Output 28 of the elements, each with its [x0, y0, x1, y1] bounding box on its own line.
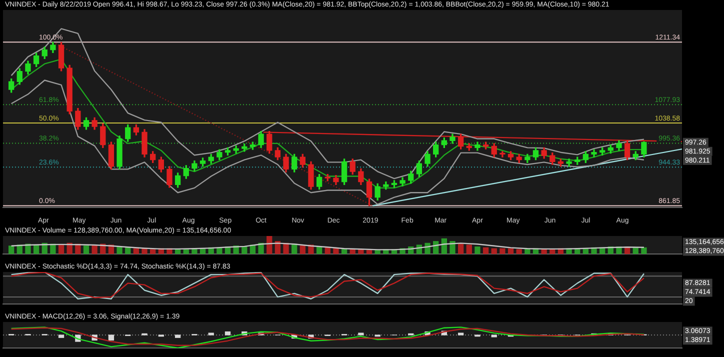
bar: [466, 244, 472, 254]
bar: [216, 247, 222, 254]
bar: [333, 248, 339, 254]
bar: [482, 247, 489, 254]
bar: [458, 244, 464, 254]
bar: [133, 248, 140, 254]
bar: [125, 247, 131, 254]
bar: [550, 249, 556, 254]
bar: [450, 241, 456, 254]
bar: [8, 246, 14, 254]
bar: [474, 246, 480, 254]
bar: [266, 236, 272, 254]
bar: [324, 247, 330, 254]
bar: [83, 246, 90, 254]
bar: [258, 242, 264, 254]
bar: [374, 250, 380, 254]
bar: [58, 244, 64, 254]
bar: [491, 248, 497, 254]
bar: [242, 246, 248, 254]
bar: [508, 248, 514, 254]
bar: [641, 247, 647, 254]
bar: [116, 246, 122, 254]
bar: [366, 250, 372, 254]
bar: [500, 248, 506, 254]
bar: [150, 249, 156, 254]
bar: [541, 249, 547, 254]
bar: [300, 246, 306, 254]
bar: [516, 249, 522, 254]
